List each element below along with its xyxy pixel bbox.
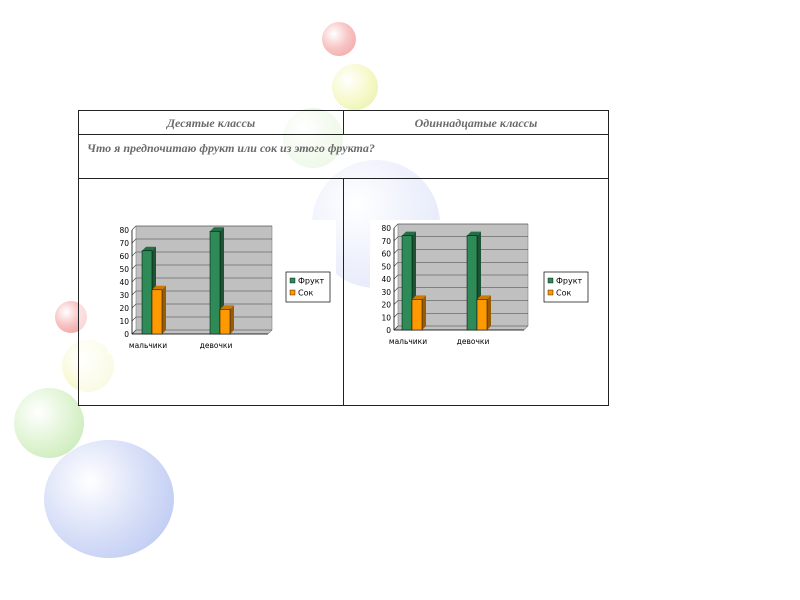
y-tick-label: 30 (119, 291, 129, 300)
bar-juice (219, 309, 231, 335)
bar-juice (476, 299, 488, 331)
y-tick-label: 50 (119, 265, 129, 274)
legend-swatch-juice (289, 289, 296, 296)
bar-fruit (141, 250, 153, 335)
bar-fruit (466, 235, 478, 331)
legend-label-juice: Сок (556, 289, 571, 298)
legend-box (543, 271, 589, 303)
bar-juice (411, 299, 423, 331)
y-tick-label: 80 (119, 226, 129, 235)
gridline-depth (393, 236, 399, 241)
bar-fruit (209, 231, 221, 335)
bar-top (402, 231, 416, 236)
chart-cell-left (79, 179, 344, 405)
bar-side (487, 295, 491, 330)
bar-top (210, 227, 224, 232)
bar-top (220, 305, 234, 310)
gridline-depth (393, 325, 399, 331)
decor-bubble-blue-bottom (44, 440, 174, 558)
y-tick-label: 0 (124, 330, 129, 339)
legend: Фрукт Сок (543, 271, 589, 303)
gridline-depth (393, 249, 399, 254)
question-text: Что я предпочитаю фрукт или сок из этого… (79, 135, 608, 179)
bar-side (422, 295, 426, 330)
y-tick-label: 10 (381, 313, 391, 322)
gridline-depth (393, 223, 399, 229)
bar-top (412, 295, 426, 300)
bar-top (142, 246, 156, 251)
bar-top (467, 231, 481, 236)
x-tick-label: мальчики (129, 341, 167, 350)
chart-tenth-grade-svg: 0 10 20 30 40 50 60 70 80 мальчики девочки Фрукт Сок (119, 225, 331, 350)
gridline-depth (393, 274, 399, 280)
y-tick-label: 20 (381, 301, 391, 310)
gridline-depth (131, 264, 137, 270)
y-tick-label: 60 (381, 250, 391, 259)
gridline-depth (393, 262, 399, 267)
legend: Фрукт Сок (285, 271, 331, 303)
y-tick-label: 70 (119, 239, 129, 248)
gridline-depth (131, 238, 137, 244)
gridline-depth (393, 287, 399, 292)
y-tick-label: 10 (119, 317, 129, 326)
decor-bubble-green-left (14, 388, 84, 458)
legend-swatch-juice (547, 289, 554, 296)
decor-bubble-pink-top (322, 22, 356, 56)
legend-box (285, 271, 331, 303)
legend-swatch-fruit (289, 277, 296, 284)
gridline-depth (131, 251, 137, 257)
legend-label-fruit: Фрукт (556, 277, 583, 286)
y-tick-label: 70 (381, 237, 391, 246)
bar-top (152, 285, 166, 290)
legend-label-fruit: Фрукт (298, 277, 325, 286)
x-tick-label: девочки (200, 341, 233, 350)
bar-juice (151, 289, 163, 335)
chart-tenth-grade: 0 10 20 30 40 50 60 70 80 мальчики девочки Фрукт Сок (108, 220, 336, 354)
y-tick-label: 60 (119, 252, 129, 261)
legend-swatch-fruit (547, 277, 554, 284)
gridline-depth (131, 290, 137, 296)
x-tick-label: мальчики (389, 337, 427, 346)
bar-fruit (401, 235, 413, 331)
chart-eleventh-grade: 0 10 20 30 40 50 60 70 80 мальчики девочки Фрукт Сок (370, 220, 592, 350)
chart-eleventh-grade-svg: 0 10 20 30 40 50 60 70 80 мальчики девочки Фрукт Сок (381, 223, 589, 346)
gridline-depth (393, 313, 399, 318)
y-tick-label: 20 (119, 304, 129, 313)
y-tick-label: 0 (386, 326, 391, 335)
col2-header: Одиннадцатые классы (344, 111, 608, 135)
gridline-depth (131, 303, 137, 309)
col1-header: Десятые классы (79, 111, 344, 135)
x-tick-label: девочки (457, 337, 490, 346)
y-tick-label: 80 (381, 224, 391, 233)
y-tick-label: 30 (381, 288, 391, 297)
y-tick-label: 40 (119, 278, 129, 287)
bar-top (477, 295, 491, 300)
decor-bubble-yellow-top (332, 64, 378, 110)
gridline-depth (393, 300, 399, 305)
gridline-depth (131, 225, 137, 231)
bar-side (162, 285, 166, 334)
gridline-depth (131, 277, 137, 283)
bar-side (230, 305, 234, 334)
y-tick-label: 50 (381, 262, 391, 271)
y-tick-label: 40 (381, 275, 391, 284)
legend-label-juice: Сок (298, 289, 313, 298)
gridline-depth (131, 329, 137, 335)
gridline-depth (131, 316, 137, 322)
